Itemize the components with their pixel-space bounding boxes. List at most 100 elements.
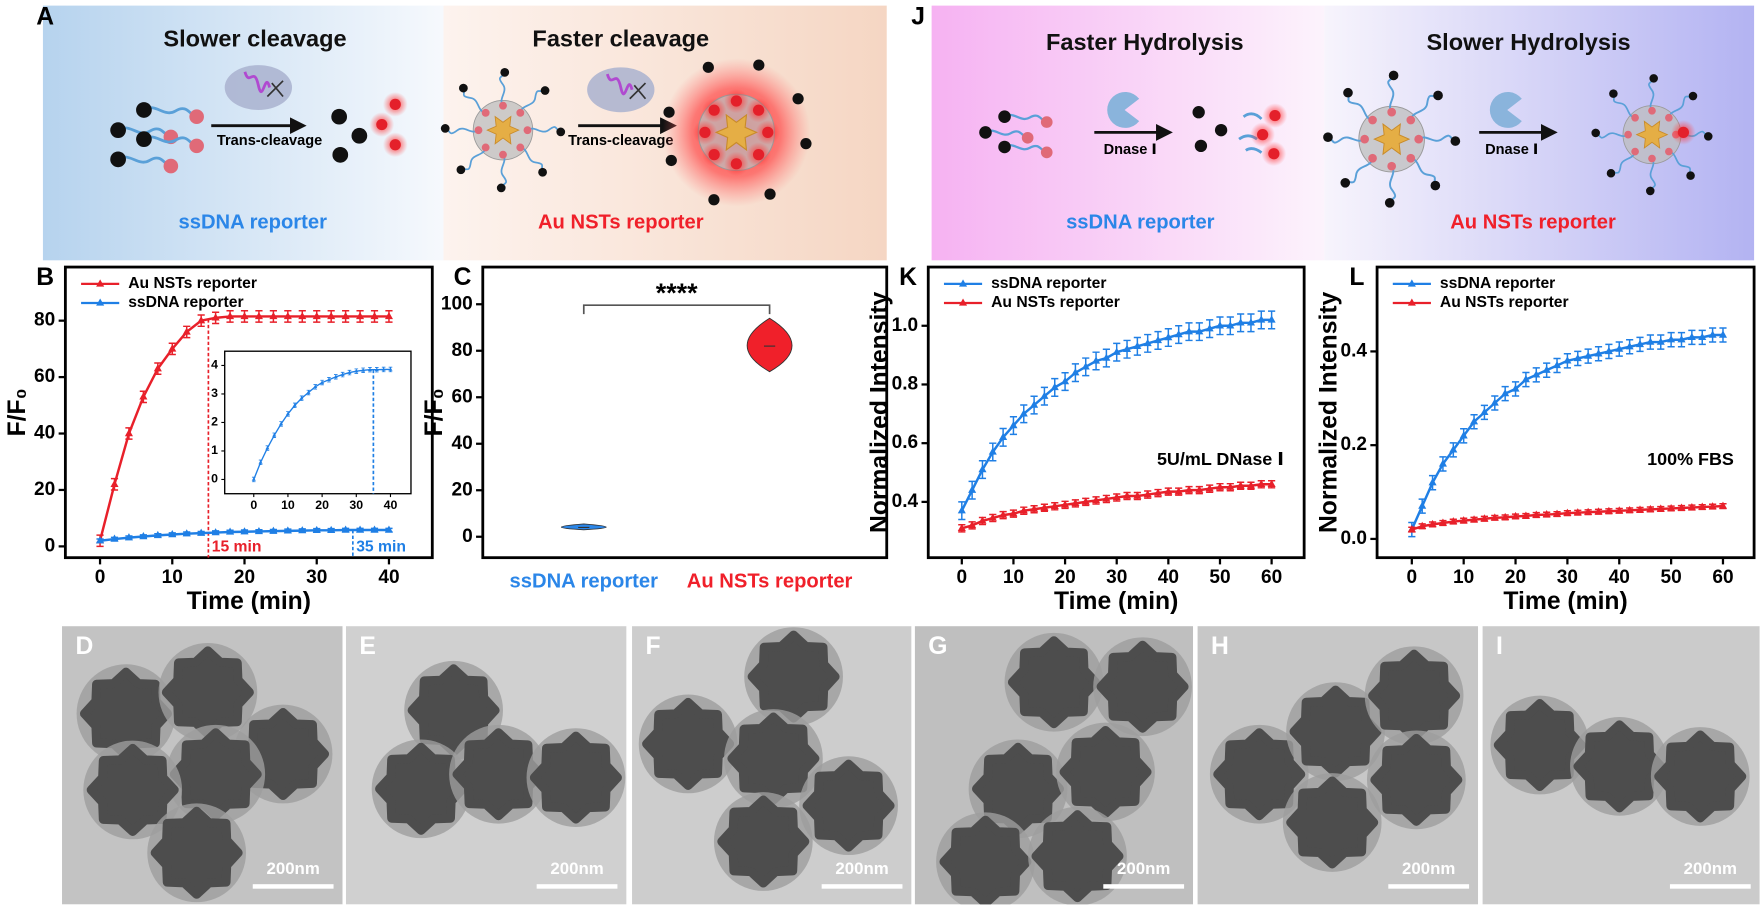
x-tick-label: 30: [306, 567, 327, 588]
x-tick-label: 0: [1407, 567, 1418, 588]
data-point: [327, 311, 336, 320]
data-point: [1071, 498, 1080, 507]
y-tick-label: 40: [451, 433, 472, 454]
data-point: [347, 370, 352, 374]
data-point: [354, 368, 359, 373]
data-point: [1122, 491, 1132, 499]
scale-bar: [1103, 884, 1185, 889]
data-point: [1438, 459, 1447, 467]
data-point: [139, 392, 148, 400]
data-point: [1215, 321, 1225, 329]
data-point: [292, 403, 297, 407]
y-tick-label: 0.6: [892, 432, 919, 453]
panel-letter: D: [75, 633, 93, 660]
panel-letter: F: [645, 633, 660, 660]
data-point: [1563, 508, 1572, 516]
y-tick-label: 60: [451, 386, 472, 407]
x-tick-label: 10: [1453, 567, 1474, 588]
scale-bar: [821, 884, 903, 889]
schematic-title: Slower Hydrolysis: [1426, 29, 1630, 55]
data-point: [1215, 482, 1225, 490]
scale-bar-label: 200nm: [1117, 859, 1170, 878]
y-tick-label: 1: [211, 443, 218, 457]
data-point: [1257, 315, 1266, 323]
tem-image: [345, 626, 627, 905]
y-tick-label: 0.0: [1340, 528, 1367, 549]
y-tick-label: 80: [451, 340, 472, 361]
tem-image: [1197, 626, 1479, 905]
scale-bar: [252, 884, 334, 889]
data-point: [1511, 384, 1520, 392]
scale-bar: [536, 884, 618, 889]
x-tick-label: 0: [957, 567, 968, 588]
y-tick-label: 0.8: [892, 374, 919, 395]
data-point: [1050, 501, 1059, 509]
data-point: [320, 380, 325, 384]
tem-labels: D E F G H I 200nm 200nm 200nm 200nm 200n…: [75, 633, 1751, 889]
x-tick-label: 30: [1106, 567, 1127, 588]
data-point: [226, 311, 235, 320]
data-point: [1030, 504, 1039, 512]
legend-marker: [96, 298, 105, 306]
x-axis-title: Time (min): [1503, 588, 1627, 615]
data-point: [1708, 330, 1717, 338]
x-tick-label: 50: [1209, 567, 1230, 588]
data-point: [999, 510, 1008, 518]
data-point: [1236, 481, 1245, 489]
data-point: [1438, 518, 1447, 526]
data-point: [124, 429, 133, 437]
x-tick-label: 60: [1712, 567, 1733, 588]
y-tick-label: 60: [34, 366, 55, 387]
category-label: ssDNA reporter: [510, 571, 659, 593]
data-point: [1061, 500, 1070, 508]
data-point: [1718, 501, 1728, 509]
data-point: [1542, 365, 1551, 373]
data-point: [1480, 407, 1489, 416]
data-point: [285, 411, 290, 416]
data-point: [197, 528, 206, 536]
cas-enzyme: [223, 63, 294, 112]
data-point: [1122, 344, 1132, 352]
y-tick-label: 80: [34, 310, 55, 331]
violin: [560, 523, 607, 531]
y-axis-title: F/F₀: [421, 388, 448, 436]
data-point: [168, 344, 177, 352]
data-point: [1594, 349, 1603, 357]
data-point: [1625, 342, 1634, 350]
data-point: [988, 447, 997, 455]
data-point: [1459, 516, 1468, 524]
data-point: [384, 525, 393, 533]
data-point: [1667, 503, 1676, 512]
data-point: [1490, 398, 1499, 406]
data-point: [384, 311, 393, 320]
tem-row: D E F G H I 200nm 200nm 200nm 200nm 200n…: [62, 626, 1760, 905]
data-point: [1656, 504, 1665, 512]
data-point: [96, 536, 105, 544]
data-point: [1698, 502, 1707, 510]
data-point: [1184, 327, 1194, 335]
legend-label: ssDNA reporter: [991, 275, 1106, 292]
data-point: [1615, 344, 1624, 352]
schematic-caption: Au NSTs reporter: [538, 212, 704, 234]
data-point: [341, 311, 350, 320]
cas-enzyme: [585, 65, 656, 114]
y-axis-title: Normalized Intensity: [867, 291, 894, 533]
x-tick-label: 20: [315, 498, 329, 512]
tem-image: [1482, 626, 1760, 905]
data-point: [313, 384, 318, 389]
plot-frame: [481, 265, 889, 560]
annotation-note: 100% FBS: [1647, 449, 1734, 469]
data-point: [299, 395, 304, 400]
data-point: [988, 513, 997, 521]
data-point: [1490, 513, 1499, 521]
data-point: [1594, 507, 1603, 515]
data-point: [1521, 375, 1530, 383]
data-point: [124, 533, 133, 541]
y-tick-label: 100: [441, 293, 473, 314]
data-point: [298, 311, 307, 320]
scale-bar-label: 200nm: [1684, 859, 1737, 878]
arrow-label: Trans-cleavage: [217, 133, 322, 149]
data-point: [1164, 333, 1173, 341]
data-point: [1133, 491, 1142, 499]
